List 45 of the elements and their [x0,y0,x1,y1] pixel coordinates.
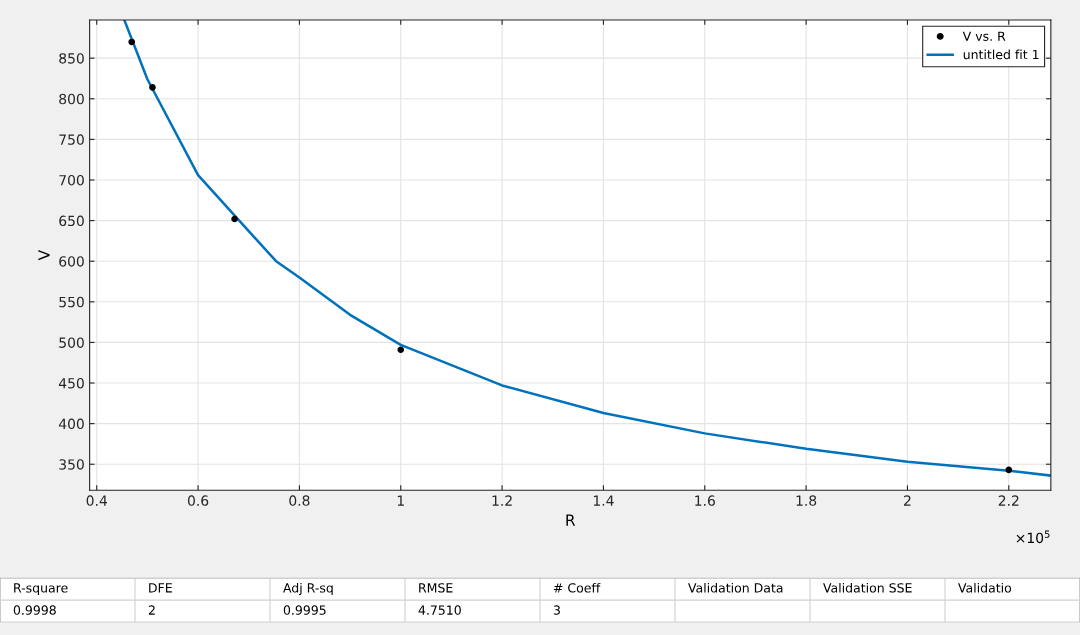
x-tick-label: 1 [397,495,404,506]
y-tick-label: 450 [58,377,84,389]
y-tick-label: 850 [59,53,84,64]
x-tick-label: 1.6 [695,495,715,506]
category-label: Validation SSE [823,582,912,593]
point [128,38,135,46]
y-tick-label: 700 [59,174,84,186]
text: 3 [553,605,560,615]
text: 0.9995 [283,605,326,615]
legend-label: untitled fit 1 [963,49,1039,60]
y-tick-label: 350 [59,459,84,470]
y-tick-label: 600 [59,256,84,267]
point [149,84,156,91]
category-label: # Coeff [553,582,601,593]
y-tick-label: 500 [59,337,84,348]
category-label: Validation Data [688,582,783,593]
x-tick-label: 0.6 [187,495,209,506]
x-tick-label: 1.2 [492,495,512,506]
x-tick-label: 0.8 [289,495,310,506]
x-tick-label: 2.2 [998,495,1019,506]
x-tick-label: 0.4 [86,495,107,506]
line-series [123,20,1051,477]
text: 4.7510 [418,605,461,615]
category-label: R-square [14,583,68,596]
y-tick-label: 800 [59,93,84,105]
x-axis-title: R [566,514,576,526]
point [231,215,238,223]
y-tick-label: 750 [59,134,84,145]
y-tick-label: 550 [59,296,84,308]
text: 0.9998 [13,605,56,615]
point [397,346,405,354]
legend-label: V vs. R [962,31,1006,41]
category-label: RMSE [419,583,453,593]
text: 2 [148,605,155,615]
category-label: DFE [149,583,172,593]
category-label: Validatio [958,582,1012,593]
x-tick-label: 1.4 [593,495,614,506]
y-axis-title: V [38,250,50,261]
y-tick-label: 400 [58,418,84,430]
point [1005,466,1013,474]
text: ×10$^{5}$ [1016,530,1050,544]
x-tick-label: 1.8 [796,495,817,506]
y-tick-label: 650 [59,215,84,227]
category-label: Adj R-sq [283,582,333,596]
x-tick-label: 2 [904,495,911,506]
